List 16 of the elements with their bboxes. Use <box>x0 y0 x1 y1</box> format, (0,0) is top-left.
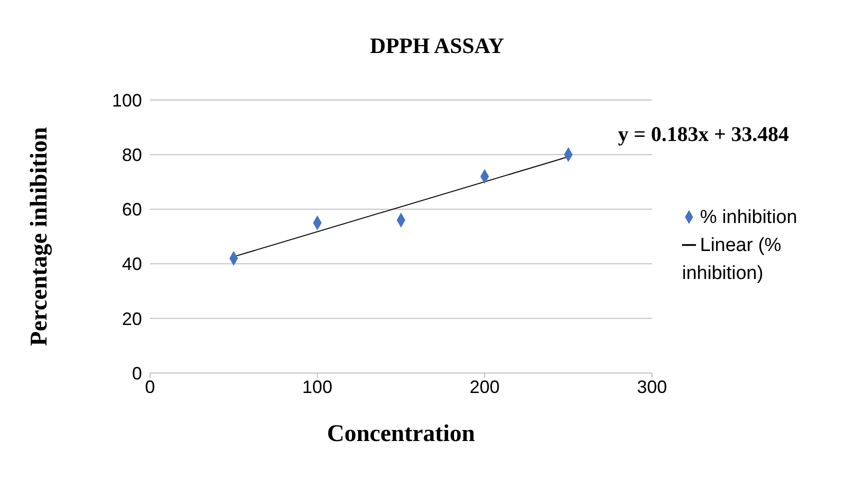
y-tick-label: 60 <box>122 200 142 220</box>
x-tick-label: 0 <box>144 376 156 397</box>
y-tick-label: 20 <box>122 308 142 329</box>
x-tick-label: 300 <box>636 376 668 397</box>
y-tick-label: 80 <box>122 144 142 165</box>
x-tick-label: 200 <box>470 376 500 397</box>
legend-label: % inhibition <box>700 206 798 228</box>
chart-title: DPPH ASSAY <box>368 33 506 59</box>
legend-label: Linear (% inhibition) <box>682 234 782 284</box>
y-axis-title: Percentage inhibition <box>26 127 53 346</box>
x-axis-title: Concentration <box>327 421 475 447</box>
y-tick-label: 0 <box>132 363 142 384</box>
x-tick-label: 100 <box>302 376 332 397</box>
y-tick-label: 40 <box>122 254 142 274</box>
y-tick-label: 100 <box>112 90 142 110</box>
equation-text: y = 0.183x + 33.484 <box>618 122 789 147</box>
